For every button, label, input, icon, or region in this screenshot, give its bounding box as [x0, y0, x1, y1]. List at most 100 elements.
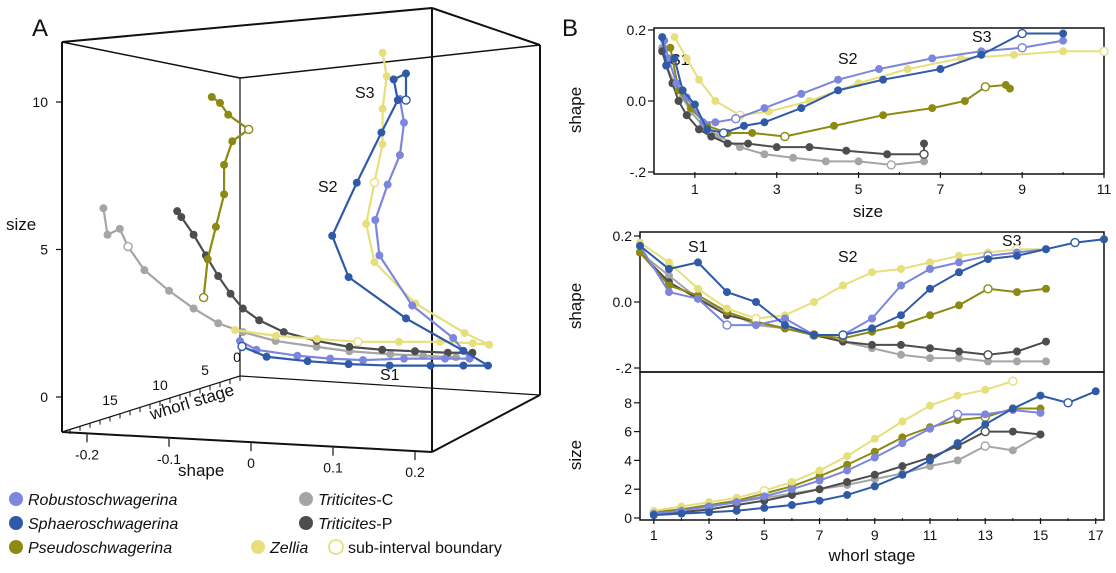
- panel-label-a: A: [32, 15, 48, 42]
- b-data-point: [797, 89, 806, 98]
- panel-label-b: B: [562, 15, 578, 42]
- b-data-point: [748, 128, 757, 137]
- b-data-point: [732, 506, 741, 515]
- b-data-point: [843, 478, 852, 486]
- a-series-triticites-p: [173, 207, 477, 357]
- legend-item-triticites-c: Triticites-C: [299, 492, 393, 509]
- b-data-point: [821, 157, 830, 166]
- a-data-point: [408, 301, 417, 310]
- legend-item-zellia: Zellia: [251, 540, 308, 557]
- b-data-point: [897, 311, 905, 320]
- b-data-point: [955, 354, 963, 363]
- a-series-sphaeroschwagerina: [237, 69, 492, 370]
- b-data-point: [936, 65, 945, 74]
- legend-item-sphaeroschwagerina: Sphaeroschwagerina: [9, 516, 178, 533]
- b-data-point: [926, 354, 934, 363]
- b-data-point: [897, 265, 905, 273]
- b-data-point: [919, 149, 929, 159]
- b-data-point: [787, 478, 796, 486]
- legend-item-robustoschwagerina: Robustoschwagerina: [9, 492, 178, 509]
- a-whorl-tick-label: 0: [233, 349, 241, 365]
- b-data-point: [658, 33, 667, 42]
- b-data-point: [1010, 50, 1018, 59]
- b-data-point: [781, 314, 789, 323]
- b-data-point: [1059, 29, 1068, 38]
- a-data-point: [123, 241, 133, 252]
- b-data-point: [843, 466, 852, 475]
- b-data-point: [682, 111, 691, 120]
- b-ytick-label: 0: [624, 510, 632, 526]
- b-data-point: [1063, 398, 1073, 408]
- box-edge-bottom-front: [61, 431, 433, 453]
- b-series-line: [653, 380, 1014, 512]
- b-xtick-label: 17: [1088, 527, 1104, 543]
- b-xtick-label: 5: [760, 527, 768, 543]
- a-whorl-tick-label: 5: [201, 362, 209, 378]
- b-data-point: [662, 61, 671, 70]
- legend-genus: Sphaeroschwagerina: [28, 516, 178, 533]
- b-data-point: [953, 456, 962, 465]
- legend-label: Triticites-C: [318, 492, 393, 509]
- b-data-point: [815, 496, 824, 505]
- a-data-point: [452, 353, 460, 362]
- panel-b-top-plot: shape size S1 S2 S3 -.20.00.21 3 5 7 9 11: [566, 22, 1111, 221]
- b-data-point: [787, 501, 796, 510]
- b-data-point: [928, 54, 937, 63]
- b-data-point: [926, 424, 934, 433]
- a-data-point: [411, 347, 419, 356]
- a-data-point: [375, 251, 384, 260]
- b-data-point: [868, 340, 876, 349]
- b-bottom-xlabel: whorl stage: [828, 546, 916, 565]
- b-data-point: [665, 258, 673, 267]
- b-data-point: [694, 284, 702, 293]
- b-data-point: [1042, 284, 1050, 293]
- b-data-point: [772, 143, 781, 152]
- box-edge-bottom-back: [239, 375, 541, 396]
- b-top-ylabel: shape: [566, 87, 585, 133]
- b-ytick-label: 0.2: [613, 228, 633, 244]
- b-data-point: [674, 97, 683, 105]
- b-data-point: [868, 268, 876, 277]
- a-data-point: [389, 75, 398, 84]
- panel-b-middle-plot: shape S1 S2 S3 -.20.00.2: [566, 228, 1108, 376]
- b-mid-content: -.2 0.0 0.2: [613, 228, 1108, 376]
- b-data-point: [897, 350, 905, 359]
- b-data-point: [879, 75, 888, 84]
- b-data-point: [955, 347, 963, 356]
- b-data-point: [760, 104, 769, 113]
- a-whorl-tick-label: 10: [152, 377, 168, 393]
- a-data-point: [226, 289, 235, 298]
- b-data-point: [1099, 46, 1109, 56]
- a-data-point: [369, 177, 380, 188]
- b-data-point: [977, 50, 986, 59]
- panel-a-ticks: -0.2 -0.1 0 0.1 0.2 0 5 10 15 10 5 0: [32, 94, 425, 480]
- b-series-zellia: [649, 376, 1018, 515]
- a-data-point: [231, 326, 239, 334]
- b-xtick-label: 13: [977, 527, 993, 543]
- a-data-point: [378, 104, 387, 113]
- b-data-point: [760, 503, 769, 512]
- b-data-point: [805, 143, 814, 152]
- b-data-point: [810, 298, 818, 306]
- a-data-point: [220, 160, 229, 169]
- b-data-point: [665, 288, 673, 297]
- b-data-point: [926, 401, 934, 410]
- b-data-point: [670, 54, 679, 63]
- legend-marker: [9, 540, 23, 554]
- b-series-zellia: [670, 33, 1109, 120]
- b-data-point: [690, 100, 699, 109]
- b-data-point: [752, 321, 760, 330]
- b-data-point: [723, 304, 731, 313]
- legend-marker-open: [328, 539, 344, 555]
- a-data-point: [238, 304, 247, 313]
- b-top-frame: [653, 27, 1105, 175]
- legend-genus: Pseudoschwagerina: [28, 540, 172, 557]
- b-data-point: [1013, 357, 1021, 366]
- b-data-point: [926, 311, 934, 320]
- legend-genus: Triticites: [318, 516, 376, 533]
- a-data-point: [459, 361, 468, 370]
- b-data-point: [981, 410, 990, 419]
- b-top-xlabel: size: [853, 202, 883, 221]
- b-data-point: [740, 121, 748, 130]
